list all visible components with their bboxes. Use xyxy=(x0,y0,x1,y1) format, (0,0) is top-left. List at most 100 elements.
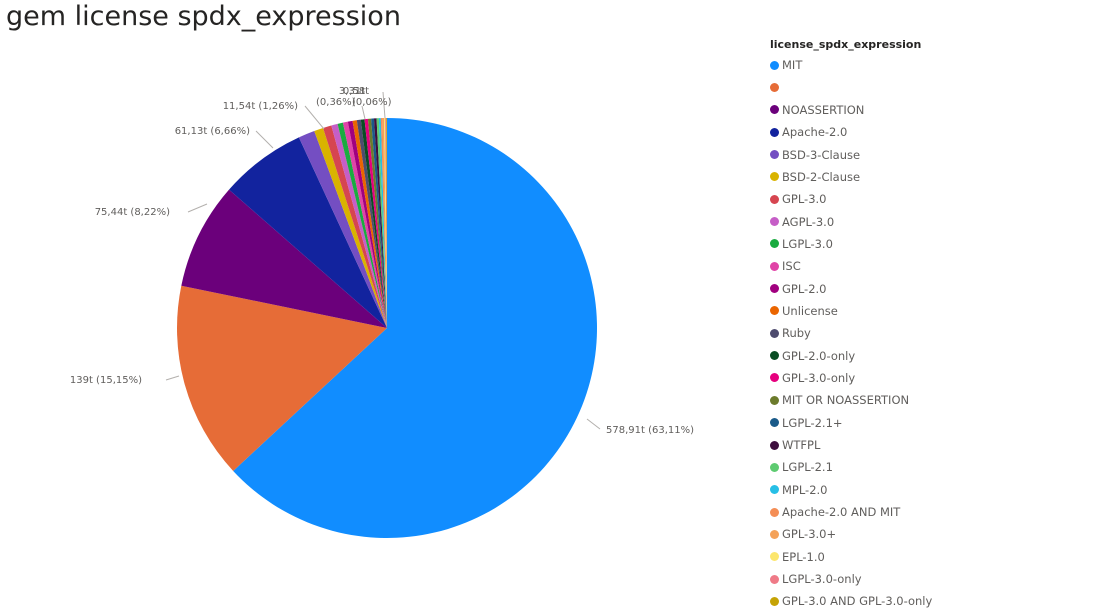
data-label: 75,44t (8,22%) xyxy=(95,207,170,218)
pie-slice[interactable] xyxy=(386,117,387,328)
legend-item[interactable]: MIT xyxy=(770,54,932,76)
pie-slice[interactable] xyxy=(356,119,387,328)
legend-label: Apache-2.0 xyxy=(782,125,848,140)
legend-label: MIT xyxy=(782,58,803,73)
legend-item[interactable]: GPL-3.0+ xyxy=(770,523,932,545)
legend-item[interactable]: WTFPL xyxy=(770,434,932,456)
legend-item[interactable]: LGPL-3.0 xyxy=(770,233,932,255)
legend-label: BSD-3-Clause xyxy=(782,147,861,162)
label-leader-line xyxy=(586,418,601,430)
legend-marker-icon xyxy=(770,440,779,450)
legend-item[interactable]: BSD-3-Clause xyxy=(770,143,932,165)
legend-item[interactable]: ISC xyxy=(770,255,932,277)
legend-marker-icon xyxy=(770,462,779,472)
legend-marker-icon xyxy=(770,574,779,584)
label-leader-line xyxy=(304,105,325,130)
pie-slice[interactable] xyxy=(367,118,387,328)
legend-item[interactable]: Apache-2.0 AND MIT xyxy=(770,501,932,523)
legend-marker-icon xyxy=(770,217,779,227)
pie-slice[interactable] xyxy=(382,118,387,329)
data-label-percent: (0,36%) xyxy=(316,97,356,108)
legend-label: AGPL-3.0 xyxy=(782,214,835,229)
legend-item[interactable]: Apache-2.0 xyxy=(770,121,932,143)
legend-label: LGPL-2.1+ xyxy=(782,415,843,430)
legend-label: GPL-3.0 AND GPL-3.0-only xyxy=(782,594,933,609)
legend-item[interactable]: MPL-2.0 xyxy=(770,479,932,501)
legend-item[interactable]: LGPL-2.1 xyxy=(770,456,932,478)
pie-slice[interactable] xyxy=(378,118,387,328)
legend-item[interactable]: BSD-2-Clause xyxy=(770,166,932,188)
pie-slice[interactable] xyxy=(323,125,387,328)
legend-marker-icon xyxy=(770,507,779,517)
data-label: 11,54t (1,26%) xyxy=(223,101,298,112)
legend-item[interactable]: NOASSERTION xyxy=(770,99,932,121)
legend-label: Ruby xyxy=(782,326,811,341)
data-label: 139t (15,15%) xyxy=(70,375,142,386)
legend-item[interactable]: MIT OR NOASSERTION xyxy=(770,389,932,411)
legend-label: GPL-3.0 xyxy=(782,192,827,207)
pie-slice[interactable] xyxy=(384,118,387,328)
pie-slice[interactable] xyxy=(371,118,387,328)
legend-item[interactable]: LGPL-3.0-only xyxy=(770,568,932,590)
pie-slice[interactable] xyxy=(233,118,598,539)
legend-label: LGPL-3.0-only xyxy=(782,572,862,587)
pie-slice[interactable] xyxy=(342,121,387,329)
pie-slice[interactable] xyxy=(314,127,387,328)
legend-marker-icon xyxy=(770,261,779,271)
legend-item[interactable] xyxy=(770,76,932,98)
legend-item[interactable]: Unlicense xyxy=(770,300,932,322)
legend-item[interactable]: GPL-2.0 xyxy=(770,277,932,299)
pie-slice[interactable] xyxy=(181,189,387,328)
pie-slice[interactable] xyxy=(385,118,387,328)
legend-label: ISC xyxy=(782,259,801,274)
legend-item[interactable]: AGPL-3.0 xyxy=(770,210,932,232)
pie-slice[interactable] xyxy=(380,118,387,328)
label-leader-line xyxy=(255,130,274,149)
pie-slice[interactable] xyxy=(373,118,387,328)
label-leader-line xyxy=(187,203,208,213)
legend-marker-icon xyxy=(770,127,779,137)
data-label: 3,31t xyxy=(339,86,365,97)
legend-marker-icon xyxy=(770,239,779,249)
legend-item[interactable]: Ruby xyxy=(770,322,932,344)
pie-slice[interactable] xyxy=(360,119,387,329)
legend-marker-icon xyxy=(770,150,779,160)
legend-item[interactable]: GPL-3.0-only xyxy=(770,367,932,389)
pie-slice[interactable] xyxy=(337,122,387,329)
pie-slice[interactable] xyxy=(229,137,387,328)
pie-slice[interactable] xyxy=(347,120,387,328)
legend-item[interactable]: LGPL-2.1+ xyxy=(770,412,932,434)
pie-slice[interactable] xyxy=(352,120,387,329)
pie-chart: 578,91t (63,11%) 139t (15,15%) 75,44t (8,2… xyxy=(70,86,694,539)
legend-marker-icon xyxy=(770,60,779,70)
pie-slice[interactable] xyxy=(364,118,388,329)
legend-marker-icon xyxy=(770,596,779,606)
legend-item[interactable]: EPL-1.0 xyxy=(770,546,932,568)
legend-label: WTFPL xyxy=(782,438,821,453)
legend-marker-icon xyxy=(770,529,779,539)
legend-marker-icon xyxy=(770,351,779,361)
data-label: 61,13t (6,66%) xyxy=(175,126,250,137)
data-label-percent: (0,06%) xyxy=(352,97,392,108)
label-leader-line xyxy=(382,91,386,119)
legend-marker-icon xyxy=(770,194,779,204)
legend-marker-icon xyxy=(770,83,779,93)
legend-marker-icon xyxy=(770,328,779,338)
legend-item[interactable]: GPL-3.0 AND GPL-3.0-only xyxy=(770,590,932,612)
legend-label: Unlicense xyxy=(782,303,838,318)
data-label: 578,91t (63,11%) xyxy=(606,425,694,436)
chart-title: gem license spdx_expression xyxy=(6,1,401,32)
legend: license_spdx_expression MIT NOASSERTION Ap… xyxy=(770,36,932,613)
legend-item[interactable]: GPL-3.0 xyxy=(770,188,932,210)
legend-marker-icon xyxy=(770,306,779,316)
pie-slice[interactable] xyxy=(331,123,387,329)
pie-slice[interactable] xyxy=(376,118,387,328)
pie-slice[interactable] xyxy=(298,131,387,328)
legend-label: NOASSERTION xyxy=(782,102,865,117)
legend-marker-icon xyxy=(770,418,779,428)
legend-item[interactable]: GPL-2.0-only xyxy=(770,344,932,366)
legend-marker-icon xyxy=(770,373,779,383)
legend-marker-icon xyxy=(770,395,779,405)
legend-label: LGPL-2.1 xyxy=(782,460,833,475)
pie-slice[interactable] xyxy=(177,285,387,471)
